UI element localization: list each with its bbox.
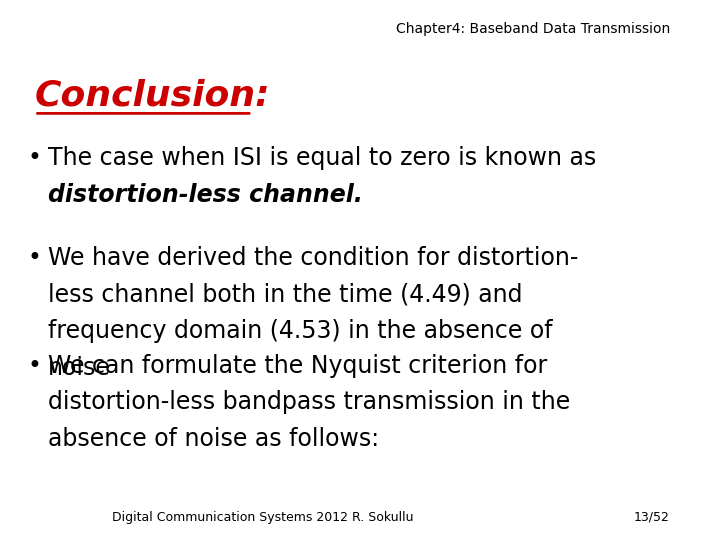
Text: •: • — [27, 354, 42, 377]
Text: We have derived the condition for distortion-: We have derived the condition for distor… — [48, 246, 579, 269]
Text: Digital Communication Systems 2012 R. Sokullu: Digital Communication Systems 2012 R. So… — [112, 511, 413, 524]
Text: Conclusion:: Conclusion: — [35, 78, 270, 112]
Text: noise: noise — [48, 356, 111, 380]
Text: 13/52: 13/52 — [634, 511, 670, 524]
Text: distortion-less bandpass transmission in the: distortion-less bandpass transmission in… — [48, 390, 570, 414]
Text: distortion-less channel.: distortion-less channel. — [48, 183, 363, 206]
Text: Chapter4: Baseband Data Transmission: Chapter4: Baseband Data Transmission — [396, 22, 670, 36]
Text: The case when ISI is equal to zero is known as: The case when ISI is equal to zero is kn… — [48, 146, 597, 170]
Text: less channel both in the time (4.49) and: less channel both in the time (4.49) and — [48, 282, 523, 306]
Text: absence of noise as follows:: absence of noise as follows: — [48, 427, 379, 451]
Text: •: • — [27, 246, 42, 269]
Text: We can formulate the Nyquist criterion for: We can formulate the Nyquist criterion f… — [48, 354, 548, 377]
Text: frequency domain (4.53) in the absence of: frequency domain (4.53) in the absence o… — [48, 319, 553, 343]
Text: •: • — [27, 146, 42, 170]
